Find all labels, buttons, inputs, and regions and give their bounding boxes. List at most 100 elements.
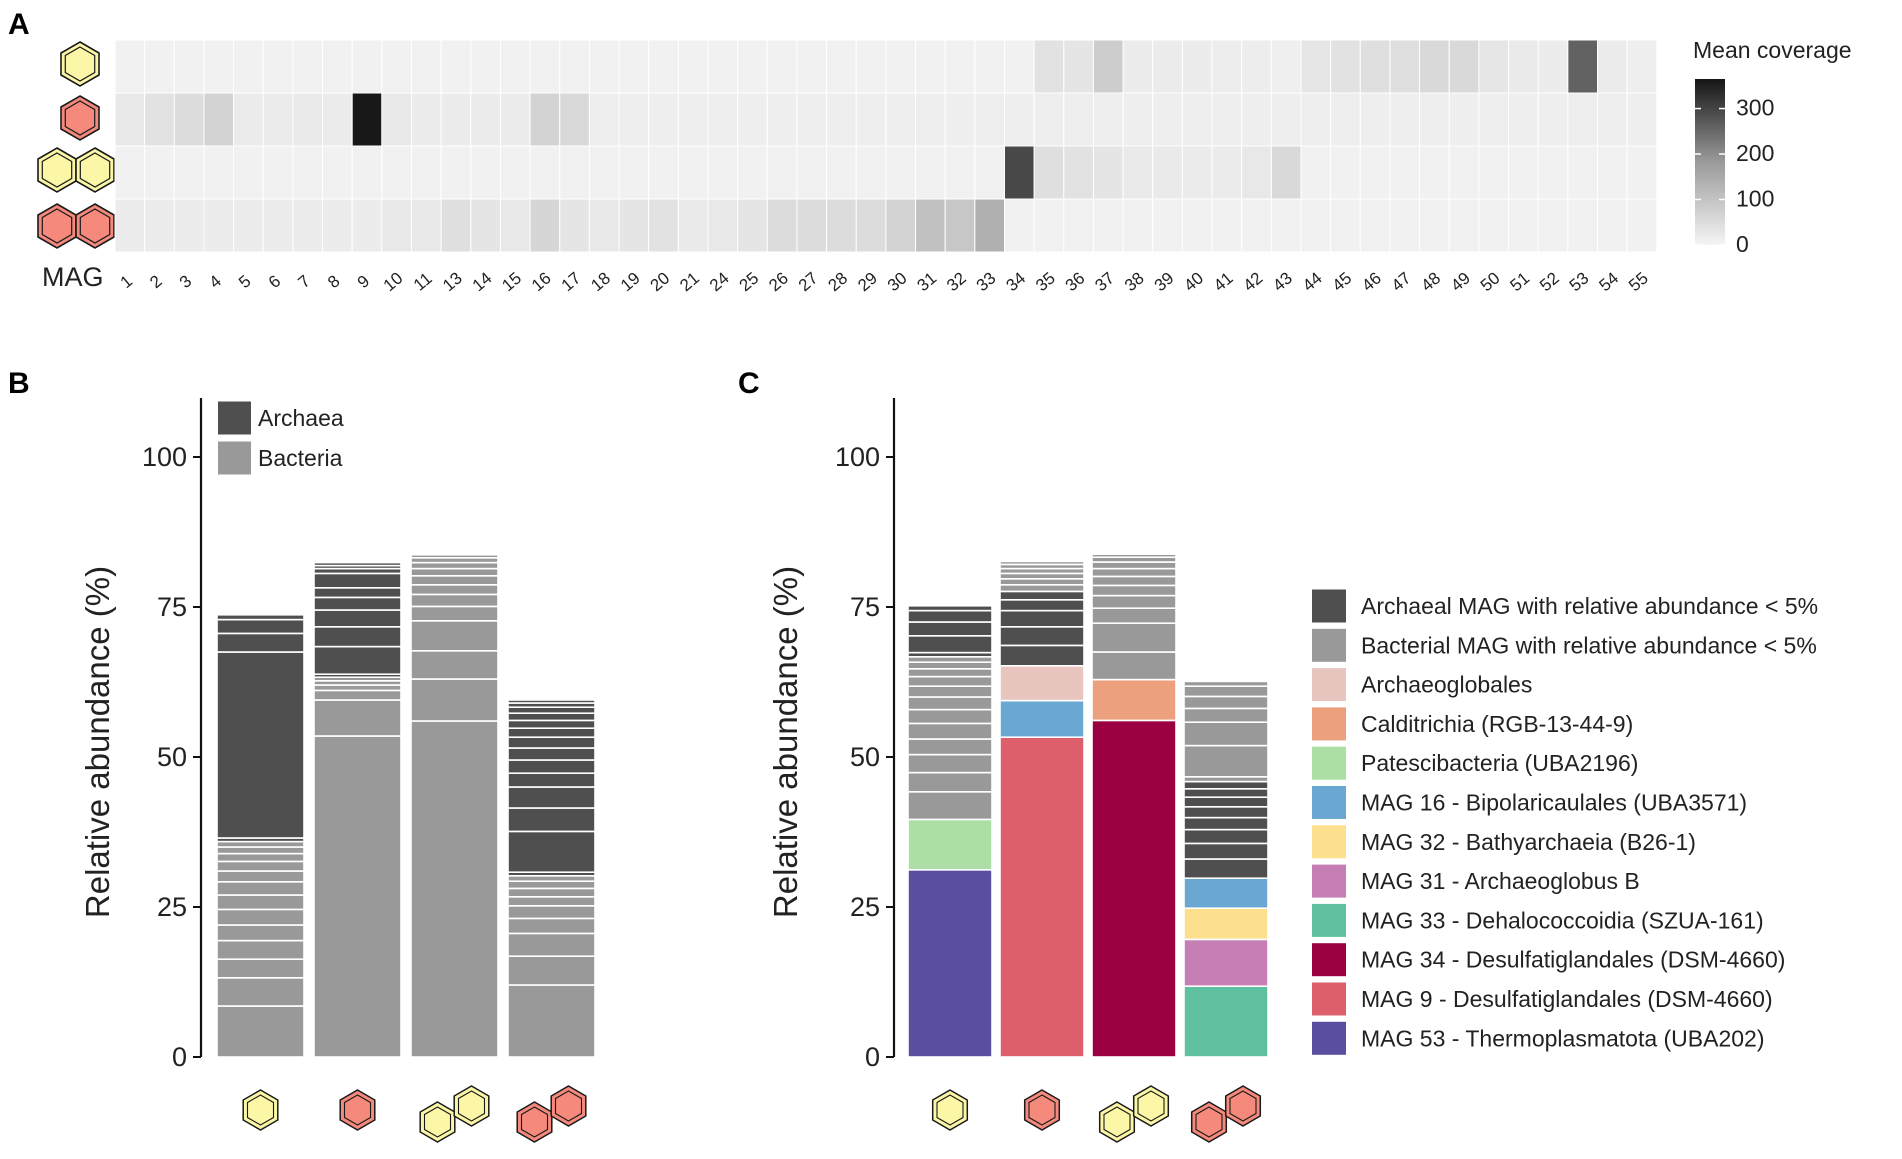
heatmap-cell <box>1152 39 1183 94</box>
legend-key <box>1312 628 1346 662</box>
heatmap-x-tick: 9 <box>354 271 373 292</box>
legend-key <box>1312 864 1346 898</box>
heatmap-cell <box>203 39 235 94</box>
heatmap-cell <box>1478 145 1510 200</box>
bar-segment <box>1183 787 1269 798</box>
heatmap-cell <box>203 145 235 200</box>
heatmap-cell <box>292 145 324 200</box>
heatmap-cell <box>1448 39 1480 94</box>
bar-segment <box>1183 828 1269 845</box>
heatmap-cell <box>381 145 413 200</box>
legend-key <box>218 441 251 475</box>
heatmap-cell <box>233 92 264 147</box>
heatmap-cell <box>707 198 739 253</box>
heatmap-cell <box>1389 92 1421 147</box>
bar-segment <box>410 574 499 586</box>
heatmap-cell <box>559 198 590 253</box>
heatmap-cell <box>1537 198 1569 253</box>
y-tick-label: 0 <box>172 1042 187 1072</box>
heatmap-cell <box>144 145 175 200</box>
heatmap-x-tick: 37 <box>1091 268 1118 295</box>
heatmap-cell <box>648 39 679 94</box>
heatmap-cell <box>1211 145 1243 200</box>
row-icon-toluene <box>60 95 100 141</box>
bar-segment <box>507 736 596 749</box>
heatmap-cell <box>1567 92 1598 147</box>
bar-segment <box>1183 816 1269 831</box>
heatmap-cell <box>440 39 472 94</box>
heatmap-cell <box>173 92 205 147</box>
heatmap-x-tick: 51 <box>1506 268 1533 295</box>
legend-key <box>1312 746 1346 780</box>
bar-segment <box>1183 680 1269 688</box>
heatmap-x-tick: 54 <box>1595 268 1622 295</box>
heatmap-cell <box>1448 145 1480 200</box>
heatmap-cell <box>411 145 442 200</box>
bar-segment <box>216 852 305 863</box>
heatmap-cell <box>1241 92 1272 147</box>
bar-segment <box>1091 567 1177 578</box>
bar-segment <box>1183 796 1269 808</box>
bar-segment <box>1183 877 1269 910</box>
bar-segment <box>907 696 993 711</box>
heatmap-cell <box>1478 39 1510 94</box>
legend-label: Archaea <box>258 405 344 431</box>
bar-segment <box>999 736 1085 1058</box>
heatmap-x-tick: 26 <box>765 268 792 295</box>
bar-segment <box>410 593 499 608</box>
heatmap-cell <box>707 92 739 147</box>
bar-segment <box>216 651 305 839</box>
heatmap-cell <box>381 198 413 253</box>
heatmap-x-tick: 21 <box>676 268 703 295</box>
heatmap-x-tick: 20 <box>647 268 674 295</box>
heatmap-cell <box>885 92 917 147</box>
heatmap-cell <box>915 39 946 94</box>
heatmap-cell <box>1330 145 1361 200</box>
bar-segment <box>999 583 1085 593</box>
heatmap-x-tick: 34 <box>1002 268 1029 295</box>
bar-segment <box>507 895 596 907</box>
heatmap-cell <box>1419 39 1450 94</box>
heatmap-cell <box>440 145 472 200</box>
heatmap-cell <box>381 39 413 94</box>
bar-segment <box>999 577 1085 586</box>
y-axis-title: Relative abundance (%) <box>79 566 116 918</box>
heatmap-cell <box>1330 198 1361 253</box>
bar-segment <box>507 786 596 809</box>
heatmap-cell <box>974 39 1005 94</box>
legend-key <box>1312 668 1346 702</box>
legend-label: MAG 33 - Dehalococcoidia (SZUA-161) <box>1361 907 1764 933</box>
bar-segment <box>410 649 499 680</box>
heatmap-cell <box>411 92 442 147</box>
bar-segment <box>507 727 596 739</box>
bar-segment <box>313 699 402 737</box>
heatmap-cell <box>1359 145 1391 200</box>
bar-segment <box>907 790 993 821</box>
heatmap-x-tick: 48 <box>1418 268 1445 295</box>
heatmap-x-tick: 46 <box>1358 268 1385 295</box>
heatmap-cell <box>1122 39 1154 94</box>
coverage-legend-gradient <box>1695 79 1725 245</box>
bar-segment <box>410 720 499 1058</box>
heatmap-cell <box>1270 145 1302 200</box>
heatmap-mag-ticks: 1 2 3 4 5 6 7 8 9 10 11 13 14 15 16 17 18 19 20 21 24 25 26 27 2… <box>117 268 1652 295</box>
heatmap-cell <box>1508 198 1539 253</box>
bar-segment <box>999 590 1085 601</box>
heatmap-cell <box>292 92 324 147</box>
heatmap-cell <box>173 145 205 200</box>
heatmap-x-tick: 11 <box>410 269 436 295</box>
heatmap-cell <box>114 145 146 200</box>
heatmap-cell <box>1419 92 1450 147</box>
bar-segment <box>1091 561 1177 570</box>
heatmap-x-tick: 52 <box>1536 268 1563 295</box>
heatmap-cell <box>351 92 383 147</box>
bar-segment <box>313 684 402 692</box>
heatmap-cell <box>1537 39 1569 94</box>
heatmap-x-tick: 15 <box>498 268 525 295</box>
heatmap-cell <box>618 145 650 200</box>
heatmap-cell <box>1211 39 1243 94</box>
coverage-legend-tick: 200 <box>1736 140 1774 166</box>
bar-segment <box>999 644 1085 667</box>
heatmap-cell <box>1359 39 1391 94</box>
bar-segment <box>507 887 596 898</box>
